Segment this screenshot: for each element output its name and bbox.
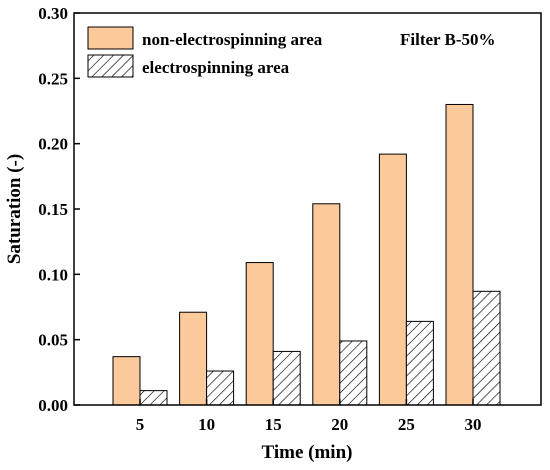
y-ticks: 0.00 0.05 0.10 0.15 0.20 0.25 0.30 [38, 4, 80, 415]
bar-non-electrospinning [112, 356, 141, 406]
y-tick-label: 0.30 [38, 4, 68, 23]
legend: non-electrospinning area electrospinning… [87, 26, 323, 78]
x-tick-label: 5 [136, 415, 145, 434]
filter-annotation: Filter B-50% [400, 30, 496, 49]
legend-swatch-non-electrospinning [87, 26, 134, 50]
x-tick-label: 10 [198, 415, 215, 434]
x-tick-label: 25 [398, 415, 415, 434]
x-tick-label: 15 [265, 415, 282, 434]
bar-electrospinning [339, 340, 368, 406]
y-tick-label: 0.10 [38, 265, 68, 284]
bars [112, 103, 501, 406]
bar-non-electrospinning [245, 262, 274, 406]
y-tick-label: 0.15 [38, 200, 68, 219]
y-tick-label: 0.20 [38, 135, 68, 154]
bar-electrospinning [472, 290, 501, 406]
y-tick-label: 0.25 [38, 69, 68, 88]
bar-electrospinning [139, 390, 168, 406]
x-ticks: 5 10 15 20 25 30 [136, 399, 482, 434]
y-axis-title: Saturation (-) [4, 154, 25, 264]
x-tick-label: 20 [331, 415, 348, 434]
bar-electrospinning [272, 350, 301, 406]
bar-non-electrospinning [179, 311, 208, 406]
y-tick-label: 0.05 [38, 331, 68, 350]
y-tick-label: 0.00 [38, 396, 68, 415]
bar-electrospinning [206, 370, 235, 406]
legend-swatch-electrospinning [87, 54, 134, 78]
x-axis-title: Time (min) [262, 442, 353, 463]
plot-frame [73, 12, 542, 406]
x-tick-label: 30 [465, 415, 482, 434]
bar-non-electrospinning [312, 203, 341, 406]
legend-label-electrospinning: electrospinning area [142, 58, 290, 77]
legend-label-non-electrospinning: non-electrospinning area [142, 30, 323, 49]
bar-non-electrospinning [378, 153, 407, 406]
bar-electrospinning [405, 320, 434, 406]
bar-non-electrospinning [445, 103, 474, 406]
